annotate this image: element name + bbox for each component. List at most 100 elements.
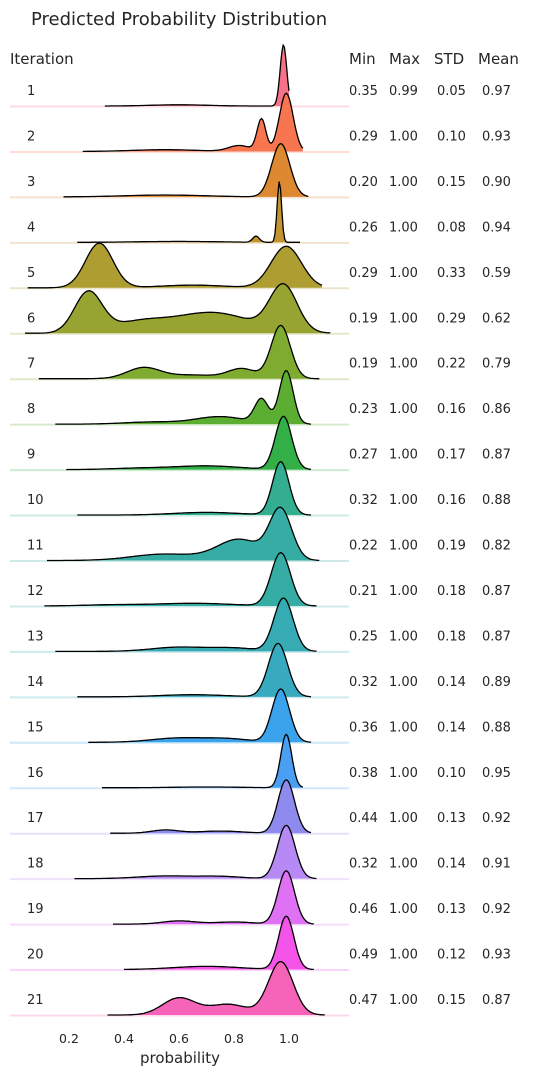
stat-min: 0.20	[349, 175, 378, 190]
stat-min: 0.25	[349, 629, 378, 644]
ridge-row: 14 0.32 1.00 0.14 0.89	[10, 642, 511, 699]
stat-max: 1.00	[389, 584, 418, 599]
ridge-density-line	[77, 642, 312, 698]
ridge-density-line	[88, 688, 312, 743]
ridge-row: 19 0.46 1.00 0.13 0.92	[10, 870, 511, 926]
stat-min: 0.22	[349, 539, 378, 554]
stat-header-std: STD	[434, 50, 464, 68]
iteration-label: 2	[27, 129, 35, 144]
stat-max: 1.00	[389, 493, 418, 508]
ridge-density-line	[107, 961, 325, 1016]
stat-mean: 0.87	[482, 448, 511, 463]
stat-std: 0.29	[437, 311, 466, 326]
stat-max: 1.00	[389, 857, 418, 872]
iteration-label: 14	[27, 675, 44, 690]
ridge-row: 7 0.19 1.00 0.22 0.79	[10, 324, 511, 381]
iteration-label: 7	[27, 357, 35, 372]
ridge-density-line	[55, 370, 312, 425]
ridge-density-fill	[63, 143, 309, 197]
ridge-density-line	[102, 733, 304, 789]
stat-max: 1.00	[389, 357, 418, 372]
stat-max: 1.00	[389, 220, 418, 235]
stat-max: 1.00	[389, 948, 418, 963]
iteration-label: 12	[27, 584, 44, 599]
stat-mean: 0.88	[482, 720, 511, 735]
stat-std: 0.33	[437, 266, 466, 281]
iteration-label: 1	[27, 84, 35, 99]
ridge-row: 20 0.49 1.00 0.12 0.93	[10, 915, 511, 972]
stat-min: 0.19	[349, 357, 378, 372]
ridge-density-fill	[38, 325, 320, 379]
ridge-row: 10 0.32 1.00 0.16 0.88	[10, 460, 511, 517]
stat-min: 0.35	[349, 84, 378, 99]
x-axis-label: probability	[140, 1049, 220, 1067]
ridge-row: 9 0.27 1.00 0.17 0.87	[10, 415, 511, 472]
stat-mean: 0.93	[482, 129, 511, 144]
ridge-density-line	[124, 915, 314, 971]
stat-std: 0.10	[437, 766, 466, 781]
stat-std: 0.15	[437, 175, 466, 190]
stat-min: 0.32	[349, 857, 378, 872]
iteration-label: 10	[27, 493, 44, 508]
ridge-density-fill	[104, 45, 289, 106]
iteration-label: 21	[27, 993, 44, 1008]
ridge-density-fill	[25, 283, 331, 334]
stat-max: 1.00	[389, 766, 418, 781]
stat-mean: 0.90	[482, 175, 511, 190]
stat-max: 1.00	[389, 811, 418, 826]
stat-min: 0.38	[349, 766, 378, 781]
ridge-density-fill	[74, 825, 317, 879]
stat-mean: 0.59	[482, 266, 511, 281]
stat-max: 1.00	[389, 129, 418, 144]
stat-max: 0.99	[389, 84, 418, 99]
stat-std: 0.18	[437, 584, 466, 599]
stat-max: 1.00	[389, 539, 418, 554]
stat-min: 0.29	[349, 129, 378, 144]
stat-max: 1.00	[389, 675, 418, 690]
stat-min: 0.26	[349, 220, 378, 235]
ridge-row: 3 0.20 1.00 0.15 0.90	[10, 142, 511, 199]
stat-std: 0.22	[437, 357, 466, 372]
stat-min: 0.23	[349, 402, 378, 417]
stat-mean: 0.97	[482, 84, 511, 99]
ridge-density-line	[38, 324, 320, 380]
stat-std: 0.16	[437, 402, 466, 417]
ridge-row: 11 0.22 1.00 0.19 0.82	[10, 506, 511, 562]
stat-std: 0.17	[437, 448, 466, 463]
stat-header-min: Min	[349, 50, 376, 68]
iteration-label: 18	[27, 857, 44, 872]
ridge-row: 21 0.47 1.00 0.15 0.87	[10, 961, 511, 1017]
stat-std: 0.05	[437, 84, 466, 99]
stat-max: 1.00	[389, 448, 418, 463]
ridge-row: 5 0.29 1.00 0.33 0.59	[10, 242, 511, 290]
iteration-label: 19	[27, 902, 44, 917]
ridge-density-fill	[88, 689, 311, 743]
stat-min: 0.36	[349, 720, 378, 735]
iteration-label: 20	[27, 948, 44, 963]
x-tick-label: 0.8	[224, 1031, 244, 1046]
stat-mean: 0.89	[482, 675, 511, 690]
ridge-density-line	[25, 282, 331, 334]
ridge-density-line	[110, 779, 312, 834]
iteration-label: 6	[27, 311, 35, 326]
stat-min: 0.32	[349, 675, 378, 690]
iteration-label: 11	[27, 539, 44, 554]
ridge-row: 4 0.26 1.00 0.08 0.94	[10, 181, 511, 244]
stat-max: 1.00	[389, 311, 418, 326]
iteration-label: 15	[27, 720, 44, 735]
ridge-density-fill	[102, 734, 303, 788]
stat-std: 0.08	[437, 220, 466, 235]
ridge-row: 16 0.38 1.00 0.10 0.95	[10, 733, 511, 790]
iteration-label: 16	[27, 766, 44, 781]
x-tick-label: 0.2	[59, 1031, 79, 1046]
stat-mean: 0.87	[482, 584, 511, 599]
ridge-row: 6 0.19 1.00 0.29 0.62	[10, 282, 511, 335]
x-axis: 0.2 0.4 0.6 0.8 1.0	[59, 1031, 299, 1046]
iteration-label: 13	[27, 629, 44, 644]
stat-std: 0.10	[437, 129, 466, 144]
ridge-row: 13 0.25 1.00 0.18 0.87	[10, 597, 511, 653]
ridges: 1 0.35 0.99 0.05 0.97 2 0.29 1.00 0.10 0.93 3 0.20 1…	[10, 43, 511, 1017]
ridge-density-fill	[77, 181, 300, 243]
stat-std: 0.19	[437, 539, 466, 554]
stat-std: 0.16	[437, 493, 466, 508]
